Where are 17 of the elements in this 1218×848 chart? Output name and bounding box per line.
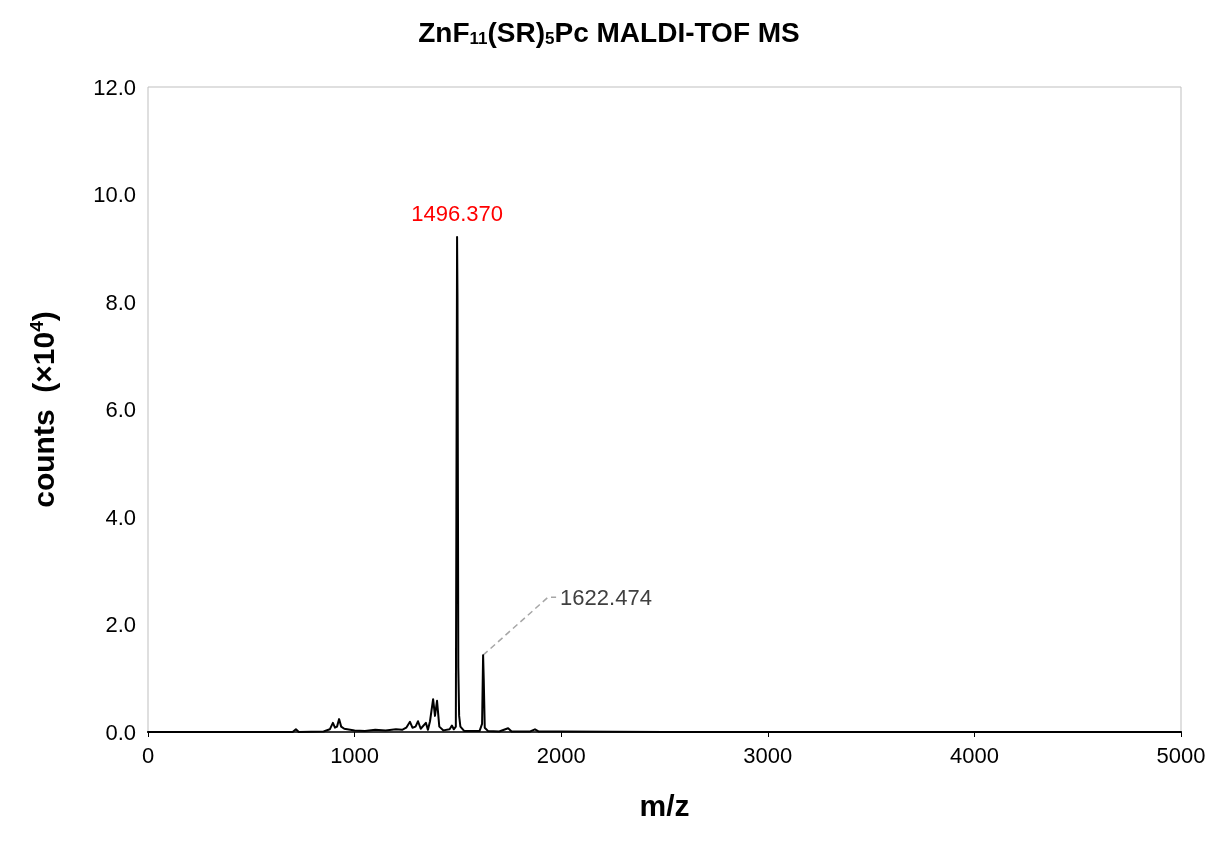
y-tick-label: 2.0	[105, 612, 136, 637]
x-tick-label: 3000	[743, 742, 793, 768]
x-axis-title: m/z	[639, 788, 690, 822]
y-tick-label: 6.0	[105, 397, 136, 422]
x-tick-label: 0	[141, 742, 155, 768]
y-tick-label: 8.0	[105, 289, 136, 315]
y-tick-label: 4.0	[105, 504, 136, 530]
x-tick-label: 5000	[1156, 742, 1206, 768]
y-tick-label: 12.0	[93, 74, 136, 100]
y-tick-label: 10.0	[93, 182, 136, 207]
annotation: 1496.370	[411, 201, 503, 227]
x-tick-label: 4000	[949, 742, 999, 768]
x-tick-label: 2000	[536, 742, 586, 768]
x-tick-label: 1000	[330, 742, 380, 768]
annotation: 1622.474	[560, 584, 652, 610]
y-axis-title: counts (×104)	[26, 311, 60, 508]
y-tick-label: 0.0	[105, 719, 136, 745]
